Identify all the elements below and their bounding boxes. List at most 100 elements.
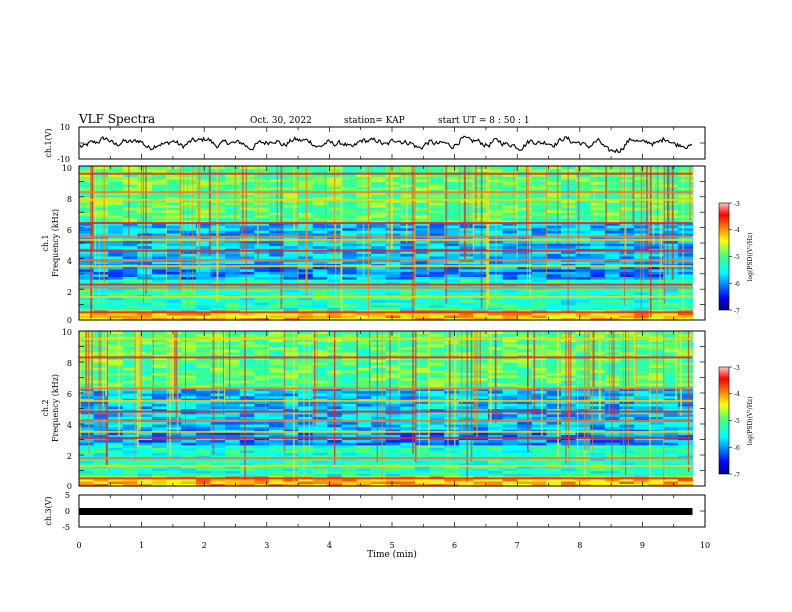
ch1-spectrogram-cell [619,289,635,293]
ch1-spectrogram-cell [648,243,664,247]
ch2-spectrogram-cell [663,385,679,389]
ch1-spectrogram-cell [429,196,445,200]
ch1-spectrogram-cell [531,189,547,193]
ch2-spectrogram-cell [473,431,489,435]
ch1-spectrogram-cell [122,278,138,283]
ch2-spectrogram-cell [152,393,168,397]
ch2-spectrogram-cell [473,455,489,459]
ch2-spectrogram-cell [502,457,518,461]
ch1-spectrogram-cell [152,240,168,244]
ch1-spectrogram-cell [239,166,255,170]
ch1-spectrogram-cell [415,245,431,249]
ch2-spectrogram-cell [429,385,445,389]
ch2-spectrogram-cell [341,400,358,404]
ch1-spectrogram-cell [108,302,124,306]
ch1-spectrogram-streak [657,166,659,256]
ch2-spectrogram-cell [298,431,314,435]
ch1-spectrogram-cell [254,209,270,213]
ch1-spectrogram-cell [444,250,460,254]
ch2-spectrogram-cell [502,405,518,410]
ch2-spectrogram-cell [415,362,431,366]
ch2-spectrogram-cell [254,462,270,466]
ch2-spectrogram-cell [312,462,328,466]
ch2-spectrogram-cell [122,478,138,482]
ch1-spectrogram-cell [444,227,460,231]
ch1-spectrogram-cell [415,214,431,218]
ch1-spectrogram-cell [517,209,533,213]
ch1-spectrogram-cell [400,181,416,185]
ch1-spectrogram-cell [93,186,109,190]
ch2-spectrogram-cell [473,473,489,477]
ch2-spectrogram-cell [546,452,562,456]
ch2-spectrogram-cell [152,442,168,446]
ch1-spectrogram-cell [546,261,562,265]
ch2-spectrogram-cell [371,377,387,381]
ch2-spectrogram-cell [385,460,401,464]
ch1-spectrogram-cell [152,199,168,203]
ch2-spectrogram-cell [166,473,182,477]
ch1-spectrogram-cell [356,317,372,321]
ch2-spectrogram-cell [268,393,285,397]
ch1-spectrogram-cell [546,296,562,301]
ch2-spectrogram-cell [122,421,138,425]
ch1-spectrogram-cell [517,278,533,283]
ch1-spectrogram-cell [210,302,226,306]
ch1-spectrogram-cell [312,178,328,182]
ch2-spectrogram-cell [122,449,138,453]
ch2-spectrogram-cell [312,380,328,384]
ch1-spectrogram-cell [371,204,387,208]
ch1-spectrogram-cell [400,166,416,170]
ch1-spectrogram-cell [429,222,445,226]
ch1-spectrogram-cell [225,181,241,185]
ch1-spectrogram-cell [444,268,460,272]
ch2-spectrogram-cell [283,369,299,373]
ch1-spectrogram-cell [663,186,679,190]
ch1-spectrogram-cell [239,201,255,206]
ch1-spectrogram-cell [415,209,431,213]
ch2-spectrogram-cell [400,377,416,381]
ch2-spectrogram-cell [239,369,255,373]
ch1-spectrogram-cell [429,194,445,198]
ch2-spectrogram-cell [298,483,314,487]
ch1-spectrogram-cell [458,181,474,185]
ch1-spectrogram-cell [79,289,95,293]
ch1-spectrogram-cell [604,314,620,319]
ch1-spectrogram-cell [239,243,255,247]
ch2-spectrogram-cell [152,460,168,464]
ch2-spectrogram-cell [268,411,285,415]
ch2-spectrogram-cell [356,473,372,477]
ch2-spectrogram-cell [400,372,416,376]
ch1-spectrogram-cell [254,230,270,234]
ch1-spectrogram-cell [166,284,182,288]
ch1-spectrogram-cell [152,255,168,259]
ch2-spectrogram-cell [488,442,504,446]
ch2-spectrogram-cell [298,413,314,417]
ch2-spectrogram-cell [546,400,562,404]
ch2-spectrogram-cell [341,470,358,474]
ch2-spectrogram-cell [473,395,489,399]
ch1-spectrogram-cell [677,222,694,226]
ch1-spectrogram-cell [254,222,270,226]
ch1-spectrogram-cell [385,271,401,275]
ch2-spectrogram-cell [502,431,518,435]
ch1-colorbar-tick-m3: -3 [734,201,740,208]
ch2-spectrogram-cell [385,421,401,425]
ch1-spectrogram-cell [371,209,387,213]
ch2-spectrogram-cell [546,416,562,420]
ch1-spectrogram-cell [341,317,358,321]
ch1-spectrogram-cell [312,243,328,247]
ch1-spectrogram-cell [268,304,285,308]
ch2-spectrogram-cell [531,395,547,399]
ch1-spectrogram-cell [400,284,416,288]
ch1-spectrogram-cell [254,289,270,293]
ch1-spectrogram-cell [254,186,270,190]
ch1-colorbar-tick-m5: -5 [734,254,740,261]
ch1-spectrogram-cell [268,201,285,206]
ch2-spectrogram-cell [181,395,197,399]
ch1-spectrogram-cell [254,253,270,257]
ch1-spectrogram-cell [458,227,474,231]
ch2-spectrogram-cell [239,434,255,438]
ch1-spectrogram-cell [254,245,270,249]
ch2-spectrogram-cell [93,470,109,474]
